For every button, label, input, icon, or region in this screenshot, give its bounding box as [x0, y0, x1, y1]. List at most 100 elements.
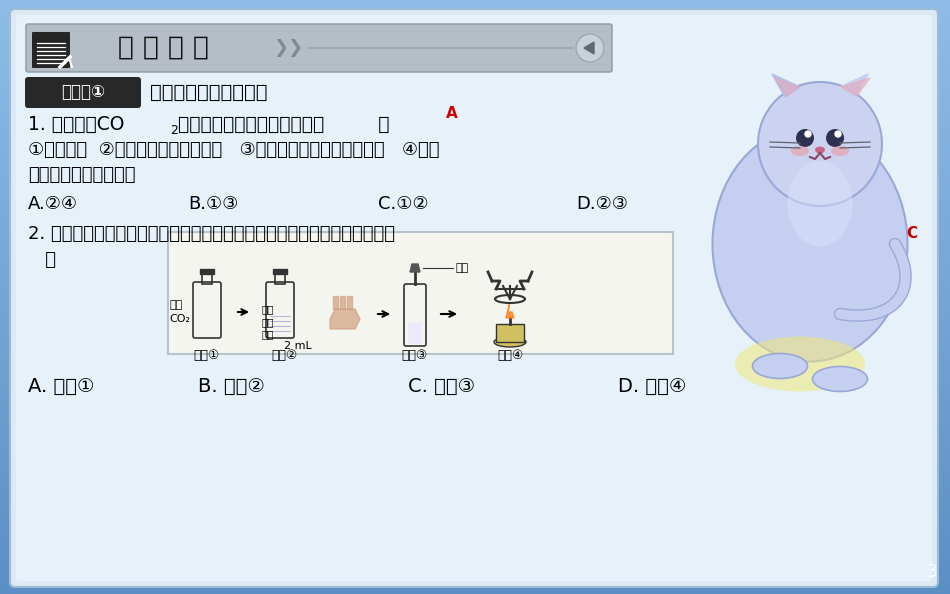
- Bar: [0, 13, 950, 14]
- Bar: [0, 386, 950, 387]
- Bar: [0, 11, 950, 12]
- Bar: [0, 185, 950, 186]
- Bar: [0, 526, 950, 527]
- Bar: [168, 232, 673, 354]
- Bar: [0, 476, 950, 477]
- Bar: [0, 99, 950, 100]
- Bar: [0, 226, 950, 227]
- Bar: [0, 500, 950, 501]
- Bar: [0, 322, 950, 323]
- Bar: [0, 216, 950, 217]
- Bar: [0, 434, 950, 435]
- Bar: [0, 149, 950, 150]
- Bar: [0, 351, 950, 352]
- Bar: [0, 247, 950, 248]
- Bar: [0, 542, 950, 543]
- Bar: [0, 232, 950, 233]
- Bar: [0, 193, 950, 194]
- Bar: [0, 40, 950, 41]
- Bar: [0, 464, 950, 465]
- Bar: [0, 127, 950, 128]
- Bar: [0, 330, 950, 331]
- Bar: [0, 484, 950, 485]
- Bar: [0, 50, 950, 51]
- Bar: [0, 497, 950, 498]
- Bar: [0, 546, 950, 547]
- Bar: [0, 383, 950, 384]
- Bar: [0, 81, 950, 82]
- Bar: [0, 396, 950, 397]
- Bar: [0, 134, 950, 135]
- Bar: [0, 34, 950, 35]
- Bar: [0, 19, 950, 20]
- Bar: [0, 272, 950, 273]
- Bar: [0, 250, 950, 251]
- Bar: [0, 385, 950, 386]
- Bar: [0, 583, 950, 584]
- Bar: [0, 440, 950, 441]
- Bar: [0, 100, 950, 101]
- Bar: [0, 470, 950, 471]
- Bar: [0, 47, 950, 48]
- Text: 绿色植物进行光合作用: 绿色植物进行光合作用: [28, 166, 136, 184]
- Bar: [0, 369, 950, 370]
- Bar: [0, 115, 950, 116]
- Bar: [0, 572, 950, 573]
- Bar: [0, 3, 950, 4]
- Bar: [0, 278, 950, 279]
- Bar: [0, 539, 950, 540]
- Bar: [0, 277, 950, 278]
- Bar: [0, 141, 950, 142]
- Bar: [0, 449, 950, 450]
- Bar: [0, 525, 950, 526]
- Bar: [0, 228, 950, 229]
- Bar: [0, 591, 950, 592]
- Bar: [0, 104, 950, 105]
- Bar: [0, 414, 950, 415]
- Bar: [0, 131, 950, 132]
- Bar: [0, 309, 950, 310]
- Bar: [0, 89, 950, 90]
- Bar: [0, 167, 950, 168]
- Bar: [0, 268, 950, 269]
- Bar: [0, 569, 950, 570]
- Bar: [0, 416, 950, 417]
- Bar: [0, 530, 950, 531]
- Bar: [0, 257, 950, 258]
- Bar: [0, 300, 950, 301]
- Bar: [0, 154, 950, 155]
- Bar: [0, 442, 950, 443]
- Bar: [0, 388, 950, 389]
- Bar: [0, 404, 950, 405]
- Text: 步骤②: 步骤②: [272, 349, 298, 362]
- Bar: [0, 549, 950, 550]
- Bar: [0, 458, 950, 459]
- Bar: [0, 72, 950, 73]
- Bar: [0, 425, 950, 426]
- Bar: [0, 559, 950, 560]
- Text: 步骤④: 步骤④: [497, 349, 523, 362]
- Bar: [0, 116, 950, 117]
- Bar: [0, 56, 950, 57]
- Bar: [0, 5, 950, 6]
- Bar: [0, 107, 950, 108]
- Bar: [0, 291, 950, 292]
- Polygon shape: [333, 296, 338, 309]
- Bar: [0, 121, 950, 122]
- Bar: [0, 494, 950, 495]
- Bar: [0, 527, 950, 528]
- Bar: [0, 153, 950, 154]
- Bar: [0, 423, 950, 424]
- Bar: [0, 393, 950, 394]
- Bar: [0, 398, 950, 399]
- FancyBboxPatch shape: [10, 9, 938, 587]
- Bar: [0, 223, 950, 224]
- Bar: [0, 531, 950, 532]
- Bar: [0, 426, 950, 427]
- Bar: [0, 76, 950, 77]
- Bar: [0, 439, 950, 440]
- Bar: [0, 204, 950, 205]
- Bar: [0, 509, 950, 510]
- Bar: [0, 205, 950, 206]
- Bar: [0, 557, 950, 558]
